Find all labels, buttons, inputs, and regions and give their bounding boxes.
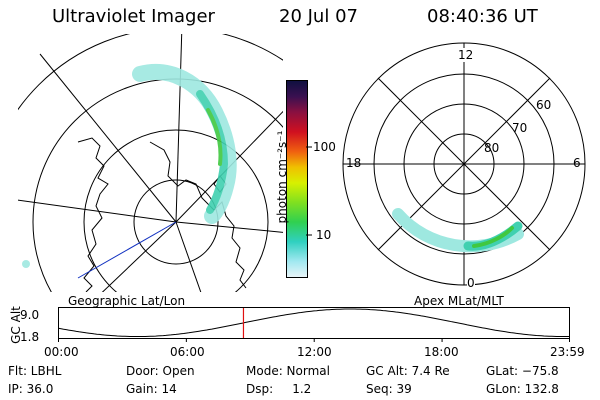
gc-alt-plot bbox=[58, 307, 570, 342]
info-door: Door: Open bbox=[126, 364, 195, 378]
info-ip: IP: 36.0 bbox=[8, 382, 54, 396]
app-title: Ultraviolet Imager bbox=[52, 6, 215, 27]
gc-xtick-1: 06:00 bbox=[170, 345, 205, 359]
mlt-label-6: 6 bbox=[573, 156, 581, 170]
gc-ytick-9: 9.0 bbox=[20, 308, 40, 322]
info-dsp: Dsp: 1.2 bbox=[246, 382, 312, 396]
colorbar bbox=[286, 80, 308, 278]
info-flt: Flt: LBHL bbox=[8, 364, 62, 378]
info-mode: Mode: Normal bbox=[246, 364, 330, 378]
gc-xtick-0: 00:00 bbox=[44, 345, 79, 359]
mlat-label-80: 80 bbox=[484, 141, 500, 155]
aurora-oval-right bbox=[392, 208, 524, 253]
left-map-caption: Geographic Lat/Lon bbox=[68, 294, 186, 308]
mlat-mlt-map bbox=[342, 42, 586, 286]
colorbar-unit-label: photon cm⁻²s⁻¹ bbox=[275, 130, 289, 224]
gc-xtick-4: 23:59 bbox=[550, 345, 585, 359]
date-label: 20 Jul 07 bbox=[279, 6, 358, 27]
info-gain: Gain: 14 bbox=[126, 382, 177, 396]
mlt-label-12: 12 bbox=[458, 48, 474, 62]
mlt-label-18: 18 bbox=[346, 156, 362, 170]
mlat-label-70: 70 bbox=[512, 121, 528, 135]
info-gc-alt: GC Alt: 7.4 Re bbox=[366, 364, 450, 378]
info-seq: Seq: 39 bbox=[366, 382, 412, 396]
colorbar-ticks bbox=[306, 146, 312, 236]
colorbar-tick-100: 100 bbox=[313, 140, 336, 154]
gc-xtick-3: 18:00 bbox=[424, 345, 459, 359]
colorbar-tick-10: 10 bbox=[316, 228, 332, 242]
info-glon: GLon: 132.8 bbox=[486, 382, 559, 396]
gc-ytick-1_8: 1.8 bbox=[20, 330, 40, 344]
time-label: 08:40:36 UT bbox=[427, 6, 538, 27]
mlat-label-60: 60 bbox=[536, 98, 552, 112]
geographic-map bbox=[18, 34, 283, 292]
mlt-label-0: 0 bbox=[467, 276, 475, 290]
gc-xtick-2: 12:00 bbox=[297, 345, 332, 359]
info-glat: GLat: −75.8 bbox=[486, 364, 559, 378]
aurora-oval-left bbox=[22, 64, 237, 268]
right-map-caption: Apex MLat/MLT bbox=[414, 294, 504, 308]
